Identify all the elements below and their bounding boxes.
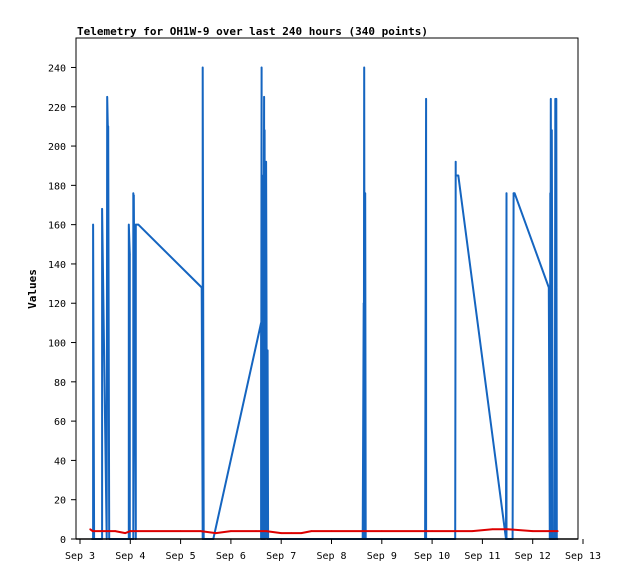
data-point xyxy=(364,192,367,194)
data-point xyxy=(179,530,182,532)
x-tick-label: Sep 4 xyxy=(115,551,145,562)
data-point xyxy=(135,223,137,226)
data-point xyxy=(506,528,509,530)
x-tick-label: Sep 10 xyxy=(414,551,450,562)
data-point xyxy=(531,530,534,532)
y-tick-label: 60 xyxy=(54,417,66,428)
data-point xyxy=(471,530,474,532)
data-point xyxy=(454,161,457,163)
data-point xyxy=(215,532,217,534)
x-tick-label: Sep 11 xyxy=(464,551,500,562)
series-1 xyxy=(90,66,559,540)
series-line xyxy=(91,66,559,540)
y-tick-label: 100 xyxy=(48,339,66,350)
data-point xyxy=(260,66,263,69)
x-tick-label: Sep 8 xyxy=(316,551,346,562)
data-point xyxy=(491,528,494,530)
data-point xyxy=(107,125,109,128)
y-tick-label: 240 xyxy=(48,63,66,74)
data-point xyxy=(106,96,108,98)
data-point xyxy=(265,530,267,532)
data-point xyxy=(425,98,427,100)
data-point xyxy=(300,532,303,534)
data-point xyxy=(129,530,132,532)
y-tick-label: 40 xyxy=(54,456,66,467)
data-point xyxy=(549,192,552,194)
data-point xyxy=(129,253,131,255)
data-point xyxy=(255,530,257,532)
data-point xyxy=(551,129,553,132)
data-point xyxy=(92,223,94,226)
y-tick-label: 140 xyxy=(48,260,66,271)
data-point xyxy=(555,98,558,100)
data-point xyxy=(133,194,135,196)
data-point xyxy=(132,192,135,194)
data-point xyxy=(91,530,94,532)
data-point xyxy=(431,530,433,532)
data-point xyxy=(513,192,516,194)
y-axis-label: Values xyxy=(26,269,39,309)
y-tick-label: 180 xyxy=(48,181,66,192)
y-tick-label: 160 xyxy=(48,221,66,232)
data-point xyxy=(457,174,460,177)
data-point xyxy=(557,530,559,532)
y-axis: 0 20 40 60 80 100 120 140 160 180 200 220 240 xyxy=(48,63,76,546)
y-tick-label: 120 xyxy=(48,299,66,310)
data-point xyxy=(128,223,130,226)
x-tick-label: Sep 3 xyxy=(65,551,95,562)
data-point xyxy=(363,66,366,69)
data-point xyxy=(200,286,203,289)
x-tick-label: Sep 9 xyxy=(367,551,397,562)
data-point xyxy=(263,129,266,132)
data-point xyxy=(362,302,365,305)
y-tick-label: 20 xyxy=(54,496,66,507)
y-tick-label: 220 xyxy=(48,103,66,114)
data-point xyxy=(310,530,313,532)
x-tick-label: Sep 5 xyxy=(166,551,196,562)
series-2 xyxy=(89,528,559,535)
data-point xyxy=(201,66,204,69)
data-point xyxy=(261,174,263,177)
data-point xyxy=(455,174,458,177)
x-tick-label: Sep 13 xyxy=(565,551,601,562)
data-point xyxy=(263,96,265,98)
data-point xyxy=(133,381,135,383)
series-line xyxy=(89,528,558,535)
plot-frame xyxy=(75,37,579,540)
data-point xyxy=(280,532,283,534)
data-point xyxy=(101,208,103,210)
data-point xyxy=(107,145,109,147)
y-tick-label: 80 xyxy=(54,378,66,389)
x-tick-label: Sep 12 xyxy=(515,551,551,562)
data-point xyxy=(261,223,264,226)
data-point xyxy=(548,286,550,289)
data-point xyxy=(550,98,552,100)
y-tick-label: 0 xyxy=(60,535,66,546)
data-point xyxy=(381,530,383,532)
data-point xyxy=(330,530,333,532)
data-point xyxy=(230,530,232,532)
x-tick-label: Sep 7 xyxy=(266,551,296,562)
data-point xyxy=(89,528,91,530)
data-point xyxy=(505,192,508,194)
x-axis: Sep 3 Sep 4 Sep 5 Sep 6 Sep 7 Sep 8 Sep 9 Sep 1… xyxy=(65,538,601,562)
data-point xyxy=(199,530,202,532)
data-point xyxy=(260,322,262,324)
data-point xyxy=(265,161,267,163)
data-point xyxy=(266,349,269,352)
data-point xyxy=(114,530,116,532)
data-point xyxy=(290,532,293,534)
x-tick-label: Sep 6 xyxy=(216,551,246,562)
y-tick-label: 200 xyxy=(48,142,66,153)
plot-series xyxy=(89,66,559,540)
data-point xyxy=(124,532,127,534)
chart-title: Telemetry for OH1W-9 over last 240 hours… xyxy=(77,25,428,38)
data-point xyxy=(137,223,140,226)
